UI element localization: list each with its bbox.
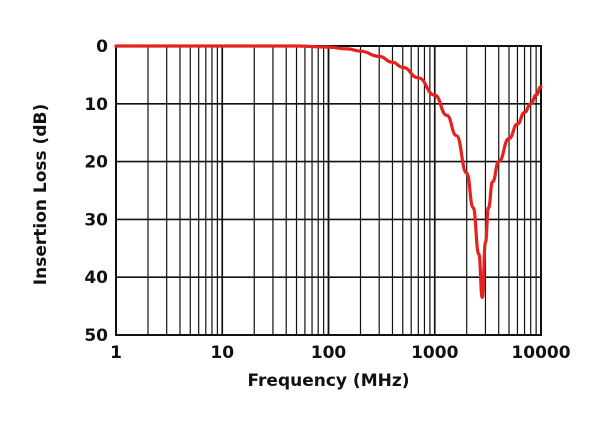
y-tick-label: 40 (84, 268, 108, 288)
grid (115, 45, 542, 336)
x-tick-label: 1 (110, 343, 122, 363)
y-tick-label: 10 (84, 95, 108, 115)
x-tick-label: 10000 (511, 343, 570, 363)
y-axis-title: Insertion Loss (dB) (31, 104, 51, 285)
x-tick-label: 100 (311, 343, 347, 363)
y-tick-label: 20 (84, 153, 108, 173)
x-tick-label: 10 (210, 343, 234, 363)
y-tick-label: 30 (84, 210, 108, 230)
tick-labels: 0 10 20 30 40 501 10 100 1000 10000 (84, 37, 570, 363)
insertion-loss-curve (114, 44, 543, 300)
series-layer (114, 44, 543, 300)
y-tick-label: 50 (84, 326, 108, 346)
x-axis-title: Frequency (MHz) (248, 371, 410, 391)
y-tick-label: 0 (96, 37, 108, 57)
x-tick-label: 1000 (411, 343, 458, 363)
